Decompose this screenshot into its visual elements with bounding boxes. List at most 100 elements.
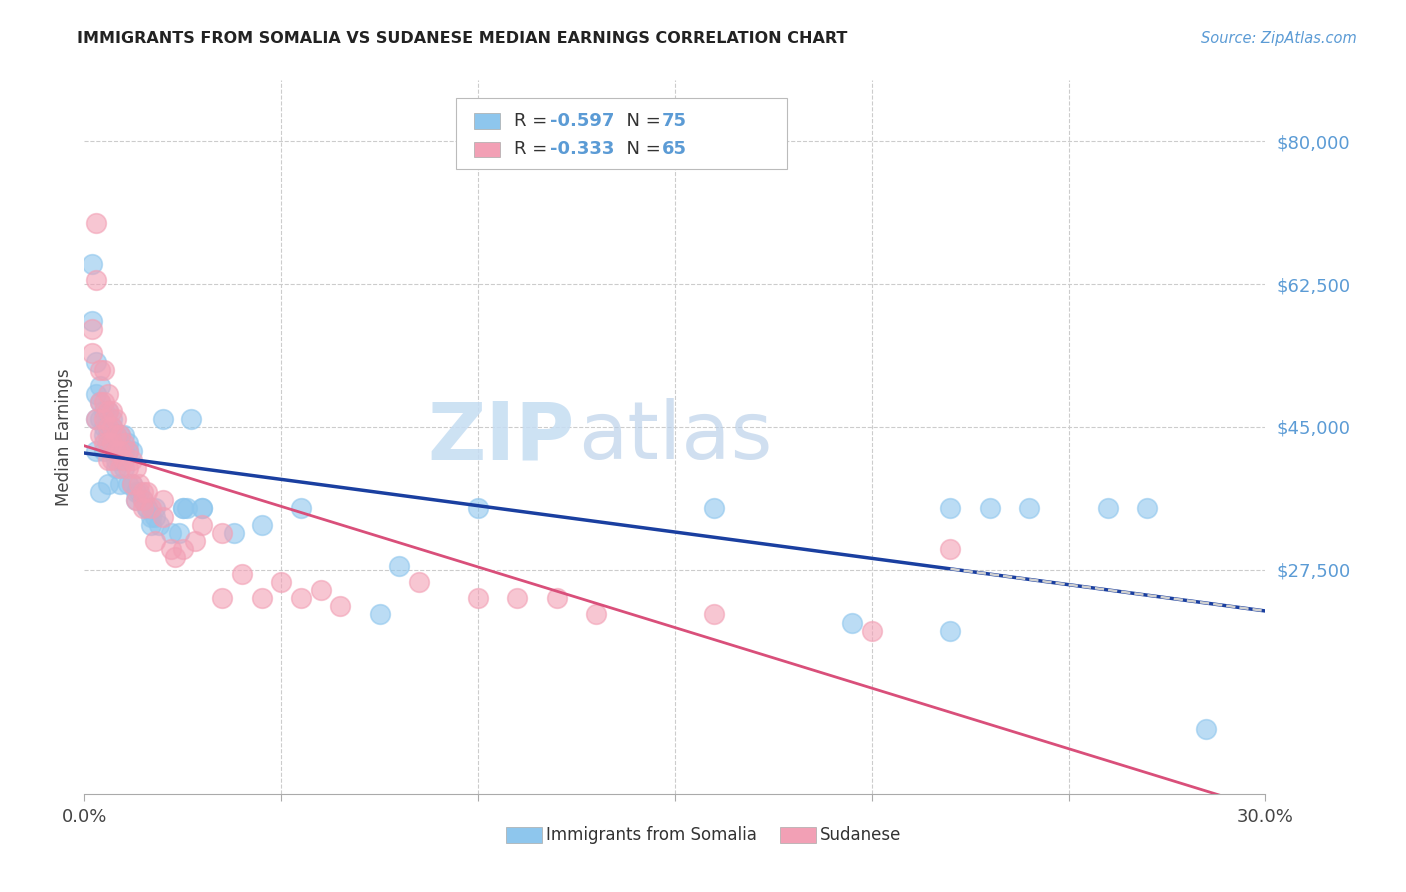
Point xyxy=(89,395,111,409)
Point xyxy=(117,444,139,458)
Point xyxy=(108,428,131,442)
Point xyxy=(89,363,111,377)
Point xyxy=(211,525,233,540)
Point xyxy=(1097,501,1119,516)
Point xyxy=(104,460,127,475)
Point xyxy=(939,501,962,516)
Point xyxy=(82,314,104,328)
Point xyxy=(108,452,131,467)
Point xyxy=(89,428,111,442)
Point xyxy=(167,525,190,540)
Point xyxy=(128,485,150,500)
Point xyxy=(112,444,135,458)
Point xyxy=(1195,722,1218,736)
Point xyxy=(368,607,391,622)
Point xyxy=(84,411,107,425)
Point xyxy=(467,591,489,606)
Point xyxy=(89,411,111,425)
Point xyxy=(250,517,273,532)
Point xyxy=(939,542,962,557)
Point xyxy=(101,452,124,467)
Point xyxy=(93,411,115,425)
Point xyxy=(585,607,607,622)
Point xyxy=(152,493,174,508)
Point xyxy=(860,624,883,638)
Text: -0.597: -0.597 xyxy=(550,112,614,130)
Point xyxy=(939,624,962,638)
Point xyxy=(108,428,131,442)
Point xyxy=(172,501,194,516)
Point xyxy=(1136,501,1159,516)
Point xyxy=(132,501,155,516)
Point xyxy=(408,574,430,589)
Point xyxy=(112,460,135,475)
Point xyxy=(117,460,139,475)
Point xyxy=(101,428,124,442)
Text: R =: R = xyxy=(515,112,553,130)
Point xyxy=(84,411,107,425)
Text: atlas: atlas xyxy=(578,398,772,476)
Point xyxy=(101,444,124,458)
Point xyxy=(180,411,202,425)
Point xyxy=(101,420,124,434)
Point xyxy=(191,501,214,516)
Text: Immigrants from Somalia: Immigrants from Somalia xyxy=(546,826,756,844)
Text: N =: N = xyxy=(614,112,666,130)
Point xyxy=(270,574,292,589)
Point xyxy=(104,452,127,467)
Point xyxy=(112,428,135,442)
Point xyxy=(117,436,139,450)
Point xyxy=(467,501,489,516)
Point xyxy=(93,428,115,442)
Point xyxy=(117,444,139,458)
Point xyxy=(104,428,127,442)
Point xyxy=(101,436,124,450)
Point xyxy=(112,436,135,450)
Point xyxy=(172,501,194,516)
Point xyxy=(979,501,1001,516)
Point xyxy=(97,436,120,450)
Point xyxy=(84,444,107,458)
Point xyxy=(250,591,273,606)
Point xyxy=(143,534,166,549)
Point xyxy=(97,436,120,450)
Point xyxy=(89,379,111,393)
Point xyxy=(93,363,115,377)
Point xyxy=(97,420,120,434)
Point xyxy=(101,411,124,425)
Point xyxy=(104,411,127,425)
Text: 75: 75 xyxy=(662,112,688,130)
Point xyxy=(703,607,725,622)
Text: Source: ZipAtlas.com: Source: ZipAtlas.com xyxy=(1201,31,1357,46)
Point xyxy=(93,420,115,434)
Point xyxy=(93,444,115,458)
Point xyxy=(290,501,312,516)
Point xyxy=(172,542,194,557)
Point xyxy=(176,501,198,516)
Point xyxy=(82,257,104,271)
FancyBboxPatch shape xyxy=(474,142,501,157)
Point xyxy=(143,501,166,516)
Point xyxy=(141,501,163,516)
Y-axis label: Median Earnings: Median Earnings xyxy=(55,368,73,506)
Point xyxy=(329,599,352,614)
Point xyxy=(231,566,253,581)
Text: N =: N = xyxy=(614,141,666,159)
Point xyxy=(141,509,163,524)
Point xyxy=(117,477,139,491)
Point xyxy=(121,477,143,491)
Text: R =: R = xyxy=(515,141,553,159)
Point xyxy=(136,485,159,500)
Point xyxy=(506,591,529,606)
Point xyxy=(841,615,863,630)
Point xyxy=(152,411,174,425)
Point xyxy=(191,517,214,532)
Point xyxy=(84,387,107,401)
Point xyxy=(132,493,155,508)
Point xyxy=(191,501,214,516)
Point xyxy=(97,477,120,491)
Point xyxy=(160,542,183,557)
Point xyxy=(82,322,104,336)
Point xyxy=(97,420,120,434)
Point xyxy=(104,436,127,450)
